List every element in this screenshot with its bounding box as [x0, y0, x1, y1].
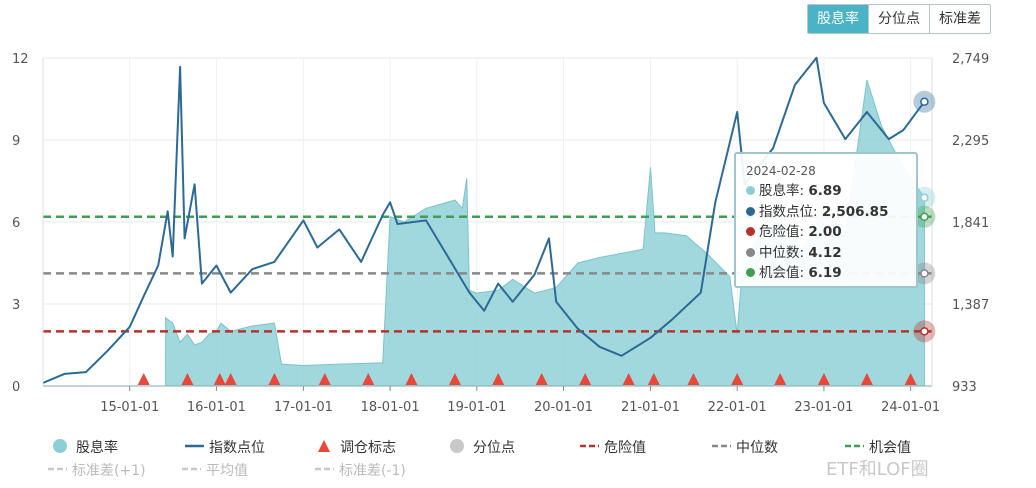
tooltip-value: 6.19: [808, 265, 842, 281]
x-tick-label: 20-01-01: [534, 400, 593, 415]
tooltip-value: 6.89: [808, 183, 842, 199]
tooltip-label: 股息率: [759, 183, 800, 199]
hover-point: [920, 97, 929, 106]
tooltip-label: 机会值: [759, 265, 800, 281]
legend-label: 标准差(+1): [72, 463, 146, 479]
tooltip-row-index: 指数点位: 2,506.85: [746, 202, 916, 223]
rebalance-marker: [860, 373, 873, 385]
hover-point: [920, 327, 929, 336]
rebalance-marker: [268, 373, 281, 385]
y-tick-label-right: 2,295: [952, 134, 989, 149]
rebalance-marker: [647, 373, 660, 385]
y-tick-label-left: 6: [12, 216, 20, 231]
rebalance-marker: [579, 373, 592, 385]
rebalance-marker: [137, 373, 150, 385]
hover-points: [913, 90, 936, 343]
y-tick-label-left: 9: [12, 134, 20, 149]
watermark: ETF和LOF圈: [826, 459, 929, 480]
dot-icon: [746, 227, 755, 236]
x-tick-label: 19-01-01: [447, 400, 506, 415]
tooltip-row-danger: 危险值: 2.00: [746, 222, 916, 243]
rebalance-marker: [687, 373, 700, 385]
hover-point: [920, 193, 929, 202]
rebalance-marker: [181, 373, 194, 385]
y-tick-label-right: 1,387: [952, 298, 989, 313]
dot-icon: [746, 268, 755, 277]
x-tick-label: 18-01-01: [361, 400, 420, 415]
x-tick-label: 16-01-01: [187, 400, 246, 415]
rebalance-marker: [535, 373, 548, 385]
tooltip-label: 中位数: [759, 244, 800, 261]
legend-label: 平均值: [206, 463, 248, 479]
reference-lines: [43, 215, 932, 333]
legend-label: 中位数: [736, 440, 778, 456]
x-tick-label: 15-01-01: [100, 400, 159, 415]
rebalance-marker: [774, 373, 787, 385]
tooltip-value: 2,506.85: [821, 203, 889, 220]
rebalance-marker: [362, 373, 375, 385]
tooltip-value: 4.12: [808, 244, 842, 261]
rebalance-marker: [448, 373, 461, 385]
tooltip-label: 指数点位: [759, 203, 813, 220]
y-tick-label-left: 3: [12, 298, 20, 313]
rebalance-marker: [817, 373, 830, 385]
rebalance-marker: [904, 373, 917, 385]
tooltip-date: 2024-02-28: [746, 164, 816, 178]
y-tick-label-right: 2,749: [952, 52, 989, 67]
tooltip-row-median: 中位数: 4.12: [746, 243, 916, 264]
tab-bar: 股息率 分位点 标准差: [807, 4, 991, 34]
rebalance-marker: [224, 373, 237, 385]
y-tick-label-right: 933: [952, 380, 977, 395]
rebalance-marker: [731, 373, 744, 385]
tooltip-value: 2.00: [808, 224, 842, 240]
legend-label: 分位点: [473, 440, 515, 456]
x-tick-label: 24-01-01: [881, 400, 940, 415]
rebalance-marker: [213, 373, 226, 385]
tooltip-label: 危险值: [759, 224, 800, 240]
y-tick-label-left: 12: [12, 52, 29, 67]
legend-dot-icon: [53, 439, 67, 453]
legend-label: 股息率: [76, 439, 118, 456]
rebalance-marker: [405, 373, 418, 385]
rebalance-marker: [318, 373, 331, 385]
hover-point: [920, 212, 929, 222]
rebalance-marker: [492, 373, 505, 385]
axes: 0 3 6 9 12 933 1,387 1,841 2,295 2,749 15-01-01 16-…: [12, 52, 989, 415]
legend-label: 标准差(-1): [339, 463, 406, 479]
chart-tooltip: 2024-02-28 股息率: 6.89 指数点位: 2,506.85 危险值:…: [734, 152, 918, 288]
dot-icon: [746, 206, 755, 216]
tooltip-row-dividend: 股息率: 6.89: [746, 181, 916, 202]
x-tick-label: 21-01-01: [621, 400, 680, 415]
rebalance-marker: [622, 373, 635, 385]
y-tick-label-right: 1,841: [952, 216, 989, 231]
legend-label: 调仓标志: [340, 440, 396, 456]
legend-label: 指数点位: [209, 440, 265, 456]
dot-icon: [746, 186, 755, 195]
tab-std-dev[interactable]: 标准差: [929, 5, 990, 33]
legend-label: 危险值: [604, 440, 646, 456]
hover-point: [920, 269, 929, 278]
x-tick-label: 23-01-01: [794, 400, 853, 415]
tab-quantile[interactable]: 分位点: [868, 5, 929, 33]
legend-dot-icon: [450, 439, 464, 453]
legend-label: 机会值: [869, 440, 911, 456]
x-tick-label: 17-01-01: [274, 400, 333, 415]
x-tick-label: 22-01-01: [708, 400, 767, 415]
tab-dividend-yield[interactable]: 股息率: [808, 5, 868, 33]
y-tick-label-left: 0: [12, 380, 20, 395]
dot-icon: [746, 247, 755, 257]
rebalance-markers: [137, 373, 917, 385]
legend-triangle-icon: [318, 440, 330, 452]
tooltip-row-opportunity: 机会值: 6.19: [746, 263, 916, 284]
